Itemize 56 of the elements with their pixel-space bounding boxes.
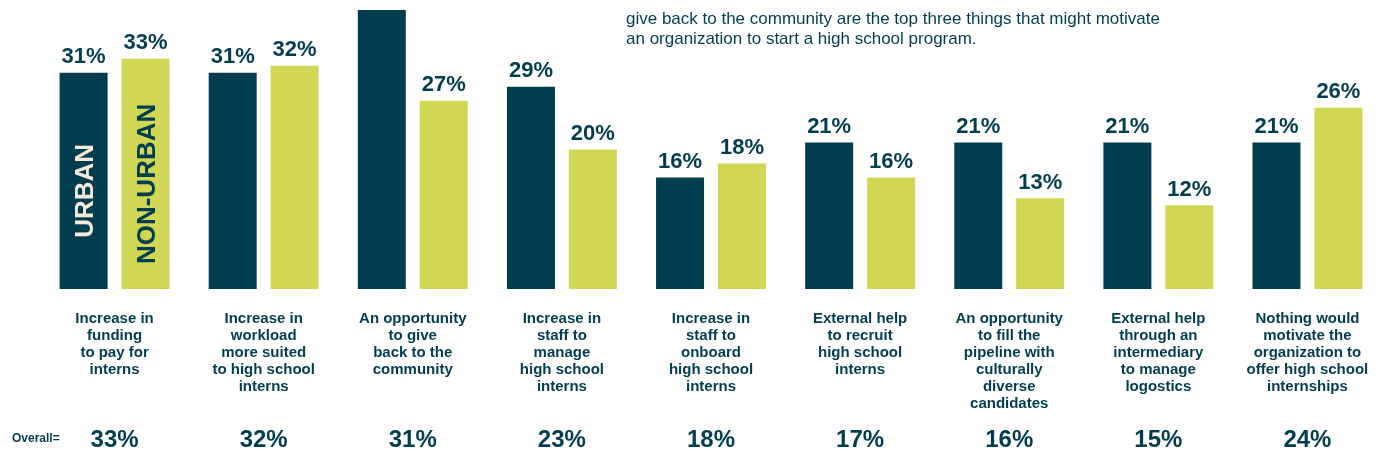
x-tick-label: External help to recruit high school interns	[813, 309, 908, 377]
series-label: NON-URBAN	[130, 103, 161, 265]
data-label: 21%	[956, 113, 1001, 139]
bar	[717, 163, 766, 289]
bar	[568, 149, 617, 289]
text: 16%	[985, 424, 1034, 451]
bar	[1165, 205, 1214, 289]
bar	[357, 10, 406, 289]
text: 32%	[239, 424, 288, 451]
text: Overall=	[12, 431, 60, 445]
bar	[270, 65, 319, 289]
text: 17%	[836, 424, 885, 451]
text: 24%	[1283, 424, 1332, 451]
data-label: 16%	[658, 147, 703, 173]
data-label: 20%	[570, 120, 615, 145]
bar	[419, 100, 468, 289]
data-label: 26%	[1316, 78, 1361, 104]
bar	[656, 177, 705, 289]
data-label: 21%	[1254, 113, 1299, 139]
text: 33%	[90, 424, 139, 451]
x-tick-label: Increase in staff to manage high school interns	[519, 309, 604, 394]
bar	[1252, 142, 1301, 289]
x-tick-label: Increase in funding to pay for interns	[75, 309, 154, 377]
series-label: URBAN	[68, 143, 99, 238]
text: 15%	[1134, 424, 1183, 451]
text: 23%	[537, 424, 586, 451]
bar	[59, 72, 108, 289]
data-label: 16%	[869, 147, 914, 173]
bar	[867, 177, 916, 289]
text: 31%	[388, 424, 437, 451]
bar	[954, 142, 1003, 289]
x-tick-label: Nothing would motivate the organization to offer high school internships	[1246, 309, 1369, 394]
bar	[805, 142, 854, 289]
data-label: 12%	[1167, 175, 1212, 201]
bar	[208, 72, 257, 289]
x-tick-label: External help through an intermediary to manage logostics	[1111, 309, 1206, 394]
data-label: 29%	[508, 57, 553, 83]
data-label: 33%	[123, 29, 168, 55]
x-tick-label: An opportunity to fill the pipeline with culturally diverse candidates	[955, 309, 1064, 411]
data-label: 13%	[1018, 168, 1063, 194]
x-tick-label: An opportunity to give back to the community	[359, 309, 468, 377]
x-tick-label: Increase in staff to onboard high school interns	[668, 309, 754, 394]
data-label: 21%	[807, 113, 852, 139]
bar	[1016, 198, 1065, 289]
data-label: 31%	[210, 43, 255, 69]
bar	[1103, 142, 1152, 289]
bar	[506, 86, 555, 289]
data-label: 21%	[1105, 113, 1150, 139]
data-label: 27%	[421, 71, 466, 97]
text: 18%	[686, 424, 736, 451]
x-tick-label: Increase in workload more suited to high school interns	[212, 309, 315, 394]
data-label: 31%	[61, 43, 106, 69]
annotation: give back to the community are the top three things that might motivate an organization to start a high school program.	[626, 8, 1160, 48]
bar	[1314, 107, 1363, 289]
data-label: 32%	[272, 36, 317, 62]
data-label: 18%	[719, 133, 764, 159]
